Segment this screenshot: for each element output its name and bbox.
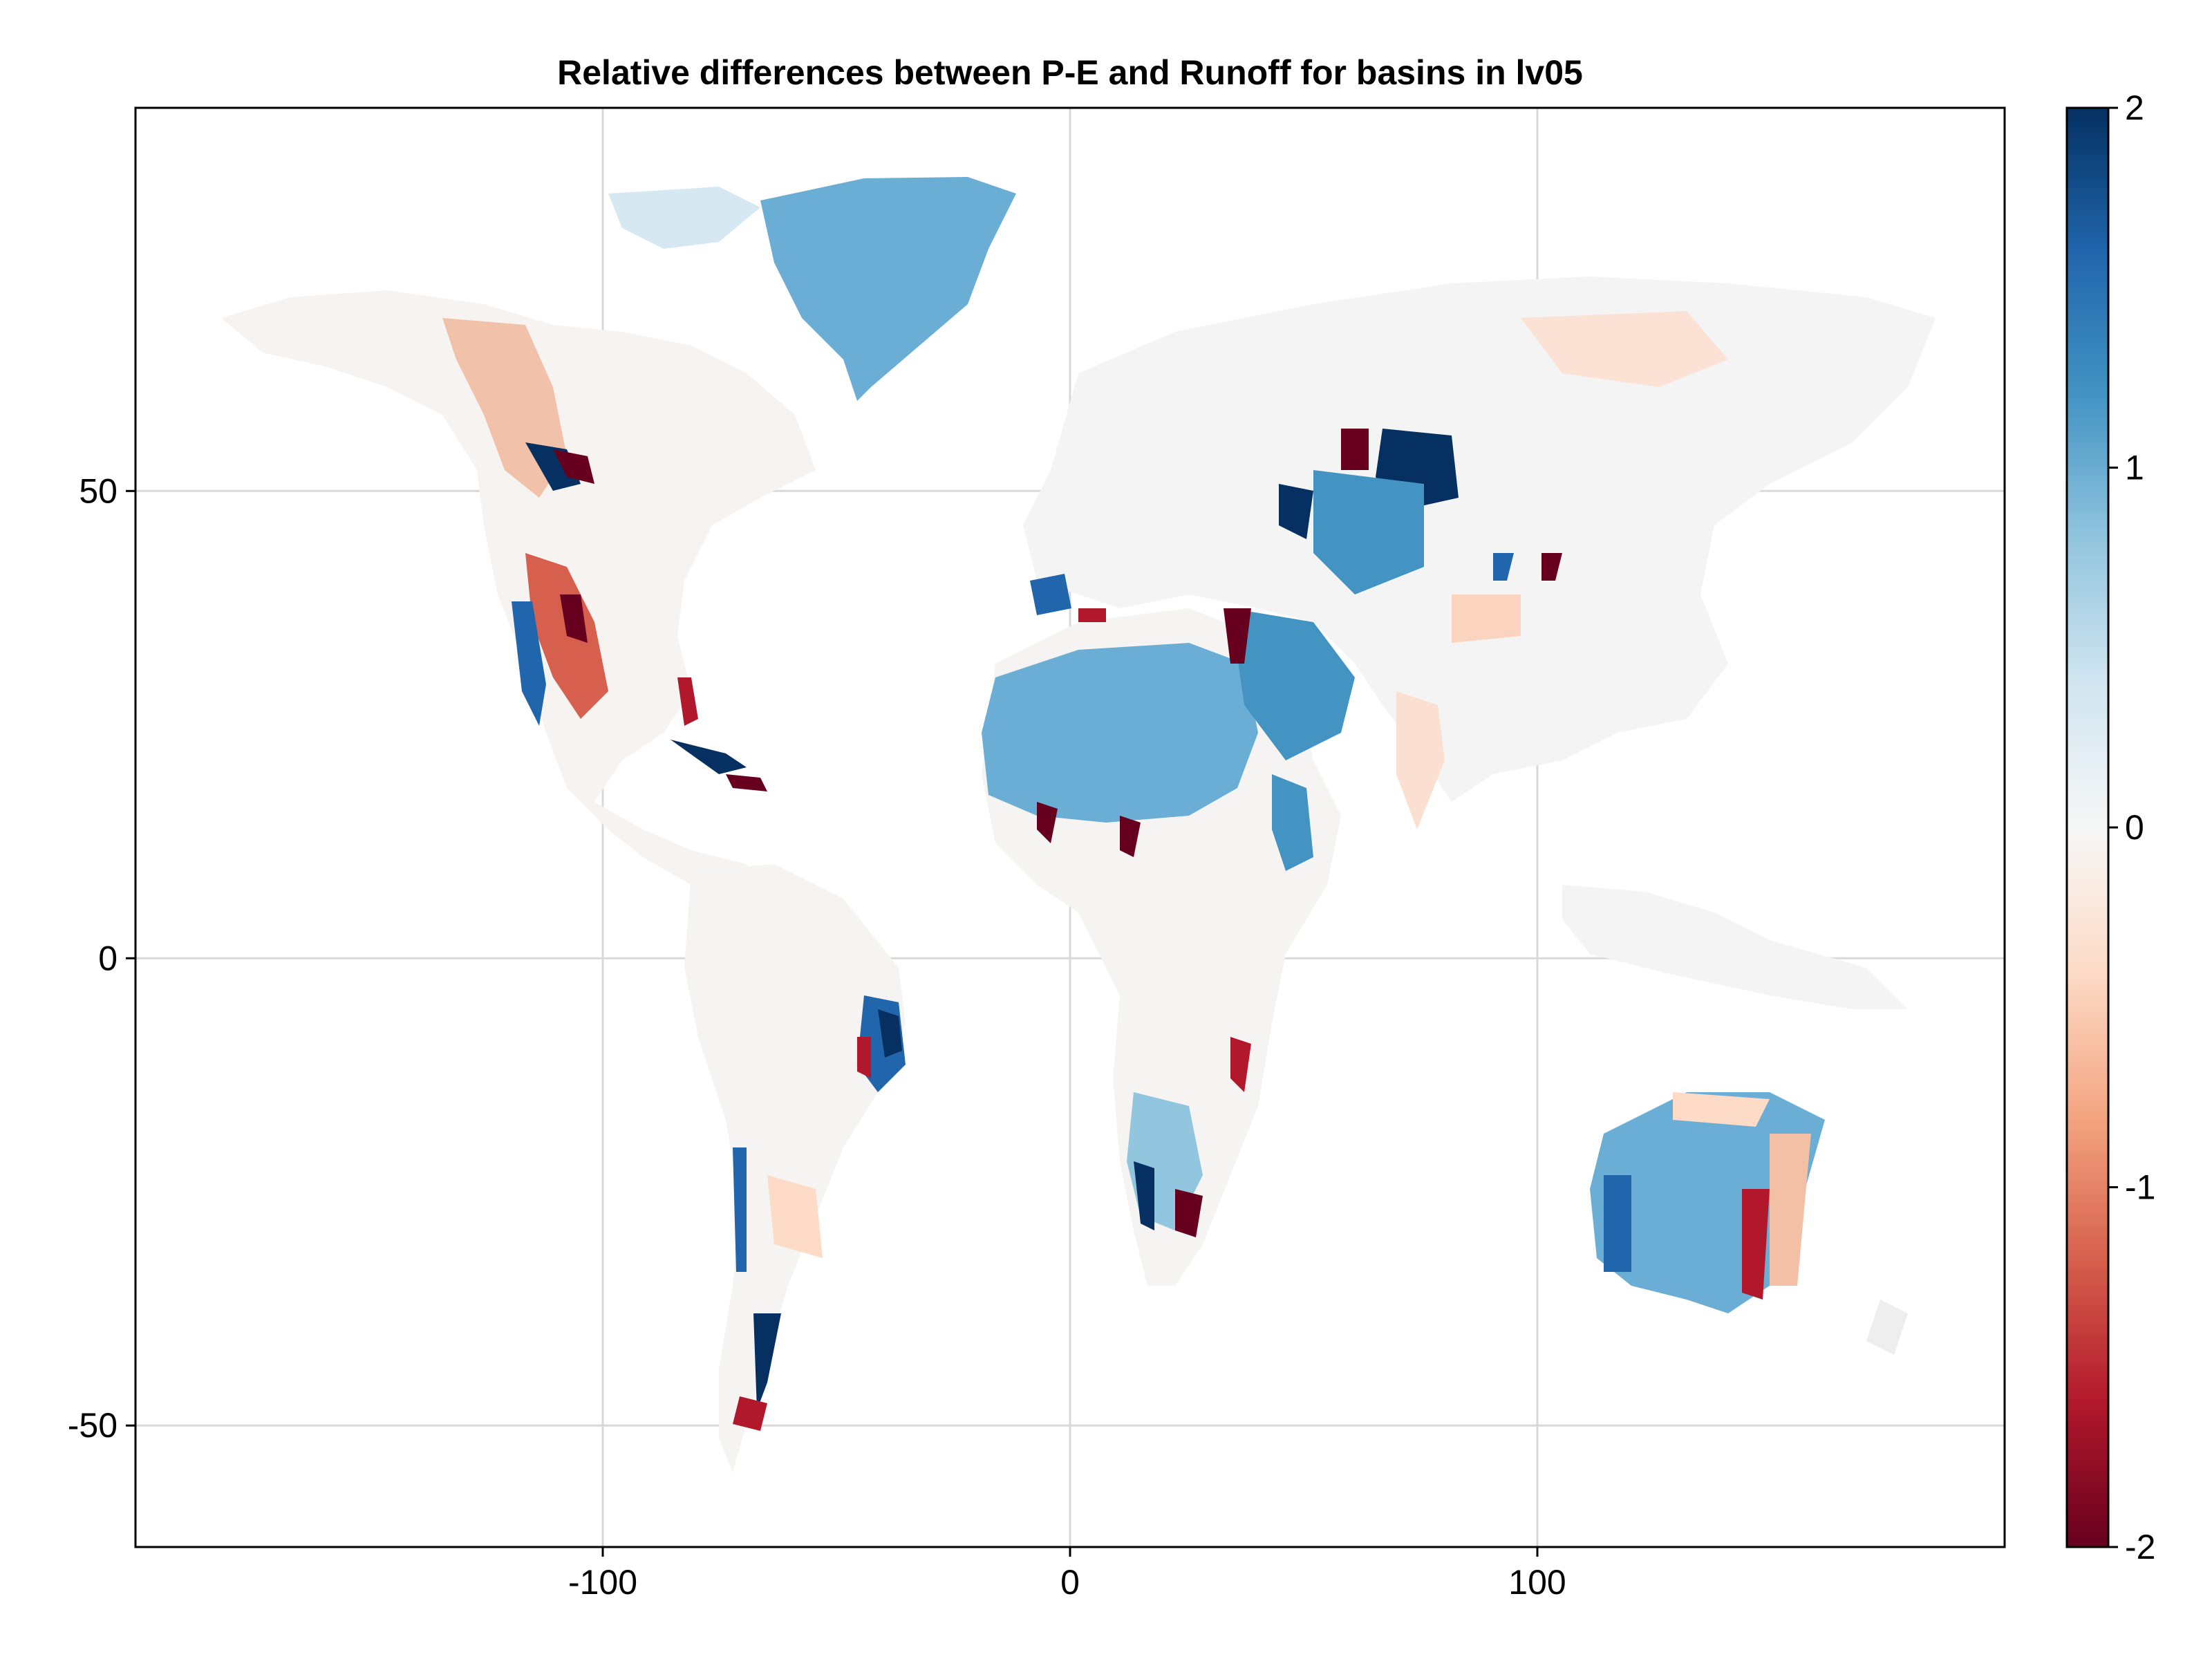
colorbar <box>2067 108 2108 1547</box>
southern-africa-red <box>1175 1189 1203 1237</box>
patagonia-red <box>733 1396 767 1431</box>
east-africa-blue <box>1272 774 1313 871</box>
colorbar-tick-label: -1 <box>2125 1168 2155 1207</box>
y-tick-label: 0 <box>98 939 118 977</box>
australia <box>1590 1092 1825 1313</box>
chart-title: Relative differences between P-E and Run… <box>557 53 1583 92</box>
mediterranean-red <box>1078 608 1106 622</box>
sahel-red-1 <box>1037 802 1058 843</box>
brazil-red <box>857 1037 871 1078</box>
colorbar-tick-label: 1 <box>2125 449 2144 487</box>
australia-north <box>1673 1092 1770 1127</box>
central-asia-red <box>1341 429 1369 470</box>
north-america <box>221 290 816 899</box>
east-africa-red <box>1230 1037 1251 1092</box>
middle-east-blue <box>1230 608 1355 760</box>
patagonia-blue <box>753 1313 781 1410</box>
colorbar-tick-label: 2 <box>2125 88 2144 127</box>
colorbar-ticks: 2 1 0 -1 -2 <box>2108 88 2155 1566</box>
arctic-islands <box>608 187 760 249</box>
australia-dark <box>1604 1175 1631 1272</box>
california-basin <box>512 601 546 726</box>
world-map <box>221 177 1936 1472</box>
australia-east <box>1770 1134 1811 1286</box>
india-orange <box>1396 691 1445 830</box>
greenland <box>760 177 1016 401</box>
new-zealand <box>1866 1300 1908 1355</box>
caribbean-red <box>726 774 767 791</box>
sahel-red-2 <box>1120 816 1141 857</box>
mexico-basin <box>560 594 588 643</box>
tibet-blue <box>1493 553 1514 581</box>
x-tick-label: -100 <box>568 1563 637 1602</box>
namibia-dark <box>1134 1161 1154 1230</box>
y-axis: 50 0 -50 <box>68 471 135 1445</box>
x-tick-label: 100 <box>1508 1563 1566 1602</box>
china-orange <box>1452 594 1521 643</box>
chile-blue <box>733 1147 747 1272</box>
argentina-orange <box>767 1175 823 1258</box>
caribbean-blue <box>671 740 747 774</box>
southeast-asia <box>1562 885 1908 1009</box>
mongolia-red <box>1541 553 1562 581</box>
australia-red <box>1742 1189 1770 1300</box>
y-tick-label: 50 <box>79 471 118 510</box>
eurasia <box>1023 276 1936 802</box>
middle-east-red <box>1224 608 1251 664</box>
florida-basin <box>677 677 698 726</box>
colorbar-tick-label: -2 <box>2125 1528 2155 1566</box>
sahara <box>982 643 1258 823</box>
siberia-orange <box>1521 311 1728 387</box>
middle-east-dark <box>1279 484 1313 539</box>
colorbar-tick-label: 0 <box>2125 808 2144 847</box>
x-tick-label: 0 <box>1060 1563 1080 1602</box>
iberia-blue <box>1030 574 1071 615</box>
east-brazil-dark <box>878 1009 902 1058</box>
y-tick-label: -50 <box>68 1406 118 1445</box>
south-america <box>684 864 906 1472</box>
central-asia-blue <box>1313 470 1424 594</box>
x-axis: -100 0 100 <box>568 1547 1566 1602</box>
canada-red-basin <box>553 449 594 484</box>
